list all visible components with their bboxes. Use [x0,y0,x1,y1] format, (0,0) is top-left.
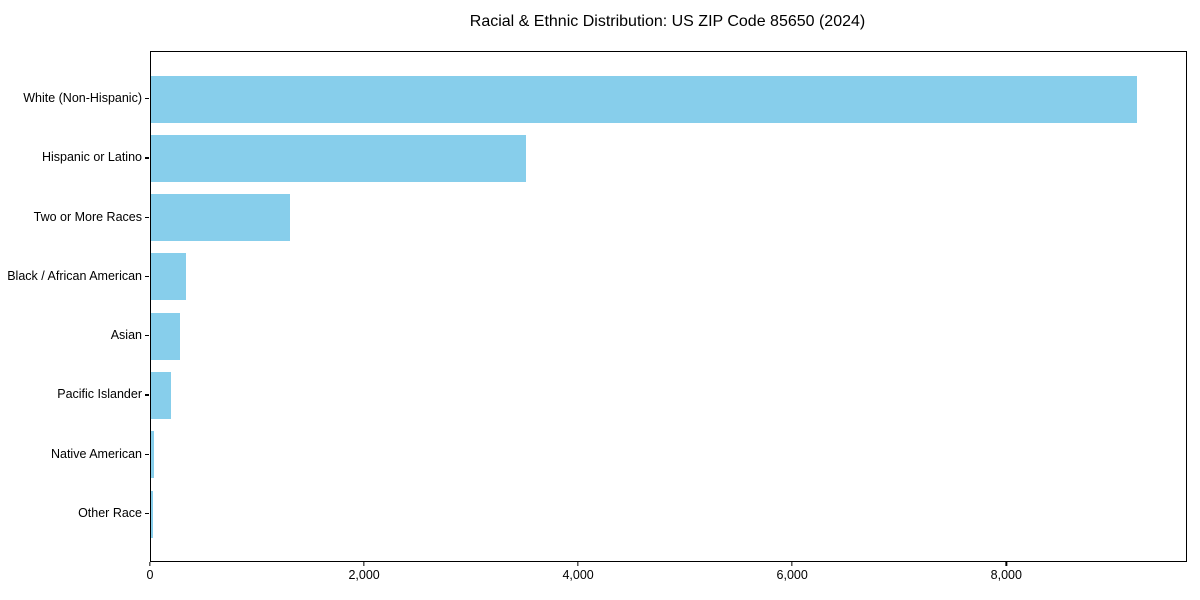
y-tick [145,275,149,278]
y-tick [145,157,149,159]
x-tick-label: 0 [146,568,154,582]
x-tick [363,562,365,566]
y-tick-label: Other Race [78,506,142,520]
bar-3 [151,194,291,242]
x-tick [1005,562,1007,566]
bar-5 [151,312,181,360]
y-tick [145,335,149,337]
x-tick [577,562,579,566]
x-tick [149,562,151,566]
x-tick [791,562,793,566]
x-tick-label: 2,000 [348,568,380,582]
y-tick-label: Asian [110,328,142,343]
y-tick-label: Two or More Races [33,209,142,224]
bar-2 [151,134,527,182]
y-tick [145,98,149,100]
x-tick-label: 4,000 [562,568,594,582]
chart-title: Racial & Ethnic Distribution: US ZIP Cod… [469,13,866,30]
y-tick [145,216,149,218]
y-tick-label: White (Non-Hispanic) [23,91,142,105]
x-tick-label: 8,000 [990,568,1022,582]
bar-1 [151,75,1138,123]
y-tick-label: Black / African American [7,268,142,283]
bar-4 [151,253,187,301]
x-tick-label: 6,000 [776,568,808,582]
y-tick [145,453,149,455]
y-tick [145,513,149,515]
y-tick-label: Native American [50,446,142,461]
bar-8 [151,490,154,538]
y-tick-label: Pacific Islander [57,387,142,402]
y-tick-label: Hispanic or Latino [41,150,142,165]
bar-6 [151,371,171,419]
plot-area [150,51,1187,562]
bar-7 [151,431,154,479]
y-tick [145,394,149,396]
